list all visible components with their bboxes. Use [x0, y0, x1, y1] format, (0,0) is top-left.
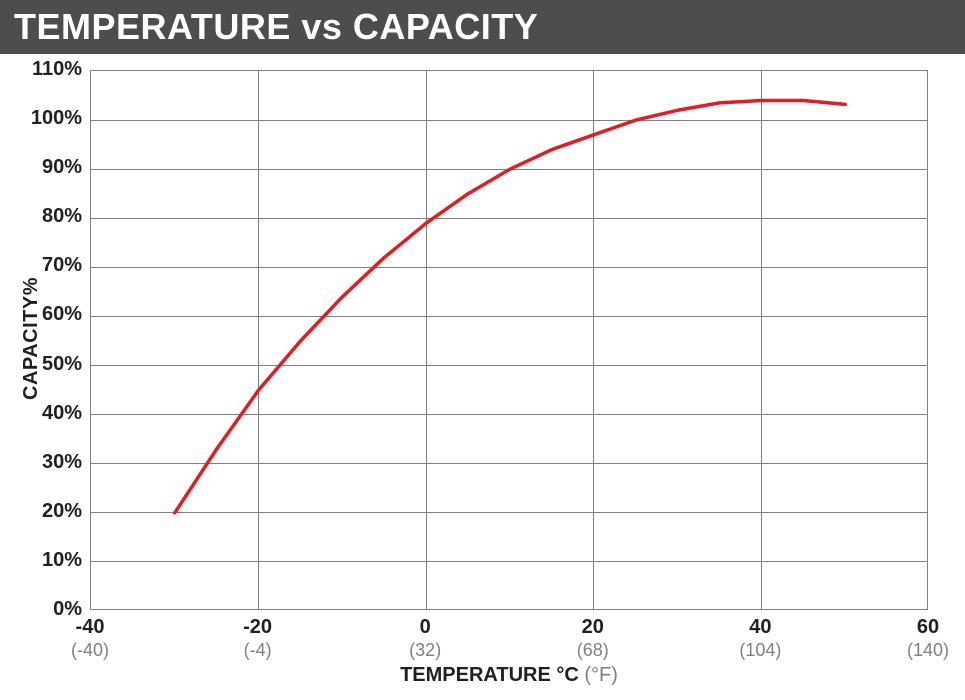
y-tick-label: 10% — [22, 549, 82, 572]
x-axis-label-celsius: TEMPERATURE °C — [400, 664, 579, 686]
x-tick-label-fahrenheit: (32) — [385, 640, 465, 661]
x-axis-label-fahrenheit: (°F) — [584, 664, 618, 686]
data-curve — [91, 71, 929, 611]
x-axis-label: TEMPERATURE °C (°F) — [90, 664, 928, 687]
x-tick-label-celsius: 60 — [888, 616, 965, 639]
y-tick-label: 100% — [22, 107, 82, 130]
x-tick-label-celsius: 20 — [553, 616, 633, 639]
x-tick-label-fahrenheit: (-40) — [50, 640, 130, 661]
y-tick-label: 90% — [22, 156, 82, 179]
y-tick-label: 110% — [22, 58, 82, 81]
x-tick-label-celsius: 0 — [385, 616, 465, 639]
plot-area — [90, 70, 928, 610]
x-tick-label-celsius: -20 — [218, 616, 298, 639]
x-tick-label-fahrenheit: (-4) — [218, 640, 298, 661]
x-tick-label-fahrenheit: (140) — [888, 640, 965, 661]
y-tick-label: 30% — [22, 451, 82, 474]
x-tick-label-celsius: -40 — [50, 616, 130, 639]
chart-title: TEMPERATURE vs CAPACITY — [14, 6, 538, 47]
y-tick-label: 70% — [22, 254, 82, 277]
x-tick-label-fahrenheit: (68) — [553, 640, 633, 661]
x-tick-label-fahrenheit: (104) — [720, 640, 800, 661]
y-axis-label: CAPACITY% — [20, 277, 43, 400]
x-tick-label-celsius: 40 — [720, 616, 800, 639]
chart-header: TEMPERATURE vs CAPACITY — [0, 0, 965, 54]
y-tick-label: 20% — [22, 500, 82, 523]
y-tick-label: 40% — [22, 402, 82, 425]
y-tick-label: 80% — [22, 205, 82, 228]
